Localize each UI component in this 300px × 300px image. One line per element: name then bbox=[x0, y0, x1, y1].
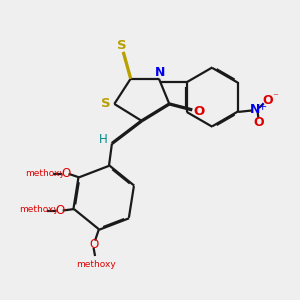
Text: S: S bbox=[117, 39, 127, 52]
Text: methoxy: methoxy bbox=[19, 206, 59, 214]
Text: methoxy: methoxy bbox=[25, 169, 65, 178]
Text: methoxy: methoxy bbox=[76, 260, 116, 269]
Text: O: O bbox=[61, 167, 70, 180]
Text: O: O bbox=[262, 94, 273, 107]
Text: S: S bbox=[101, 97, 111, 110]
Text: H: H bbox=[99, 134, 107, 146]
Text: N: N bbox=[250, 103, 261, 116]
Text: O: O bbox=[89, 238, 98, 250]
Text: O: O bbox=[253, 116, 264, 129]
Text: N: N bbox=[155, 66, 166, 79]
Text: +: + bbox=[258, 102, 268, 112]
Text: ⁻: ⁻ bbox=[272, 92, 278, 102]
Text: O: O bbox=[55, 204, 64, 217]
Text: O: O bbox=[194, 105, 205, 118]
